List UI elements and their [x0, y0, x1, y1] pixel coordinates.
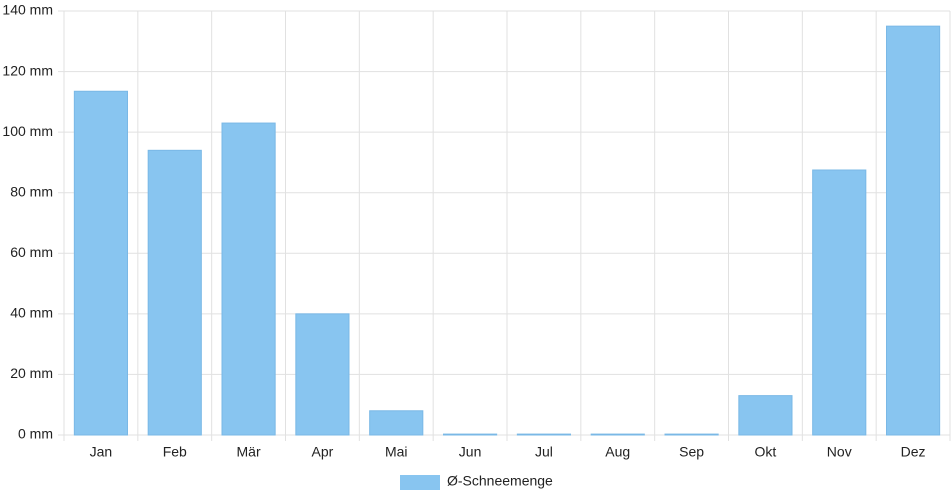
x-tick-label: Apr — [312, 444, 334, 460]
x-tick-label: Mär — [237, 444, 261, 460]
bar — [516, 433, 571, 436]
bar — [221, 122, 276, 436]
y-tick-label: 20 mm — [10, 365, 53, 381]
y-tick-label: 40 mm — [10, 305, 53, 321]
bar — [590, 433, 645, 436]
y-tick-label: 140 mm — [2, 2, 53, 18]
x-tick-label: Dez — [901, 444, 926, 460]
x-tick-label: Mai — [385, 444, 408, 460]
bar — [664, 433, 719, 436]
bar — [295, 313, 350, 436]
legend-label: Ø-Schneemenge — [447, 473, 553, 489]
y-tick-label: 80 mm — [10, 183, 53, 199]
bar — [369, 410, 424, 436]
x-tick-label: Jul — [535, 444, 553, 460]
x-tick-label: Nov — [827, 444, 852, 460]
x-tick-label: Sep — [679, 444, 704, 460]
x-tick-label: Jun — [459, 444, 482, 460]
bar — [443, 433, 498, 436]
legend-swatch — [400, 475, 440, 490]
bar — [147, 149, 202, 436]
y-tick-label: 0 mm — [18, 426, 53, 442]
x-tick-label: Feb — [163, 444, 187, 460]
x-tick-label: Aug — [605, 444, 630, 460]
y-tick-label: 60 mm — [10, 244, 53, 260]
x-tick-label: Jan — [90, 444, 113, 460]
bar — [886, 25, 941, 436]
bar — [73, 90, 128, 436]
y-tick-label: 100 mm — [2, 123, 53, 139]
bar — [738, 395, 793, 436]
bar — [812, 169, 867, 436]
y-tick-label: 120 mm — [2, 62, 53, 78]
x-tick-label: Okt — [755, 444, 777, 460]
